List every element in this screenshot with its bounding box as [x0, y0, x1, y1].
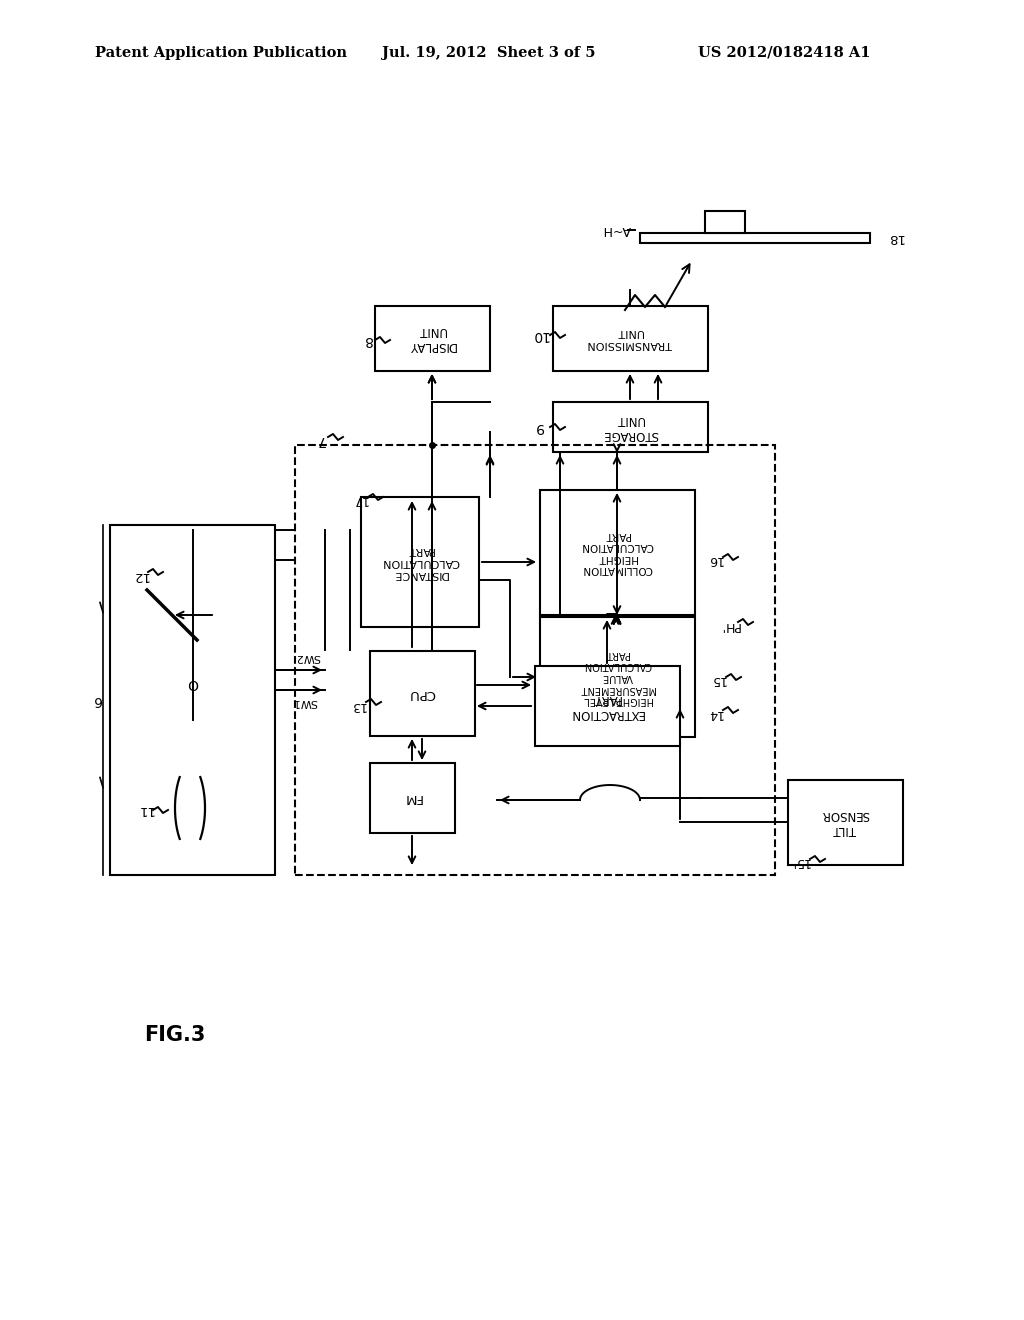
- Text: 16: 16: [708, 553, 723, 566]
- Bar: [540, 490, 694, 615]
- Text: 15: 15: [710, 673, 726, 686]
- Text: 8: 8: [364, 333, 373, 347]
- Bar: [110, 525, 275, 875]
- Text: COLLIMATION
HEIGHT
CALCULATION
PART: COLLIMATION HEIGHT CALCULATION PART: [581, 529, 653, 574]
- Text: 18: 18: [887, 231, 903, 244]
- Bar: [787, 780, 902, 865]
- Bar: [535, 667, 680, 746]
- Text: O: O: [187, 676, 199, 690]
- Text: SW1: SW1: [293, 697, 317, 708]
- Text: 7: 7: [315, 433, 325, 447]
- Text: 12: 12: [131, 569, 148, 582]
- Text: 9: 9: [536, 420, 545, 434]
- Text: A~H: A~H: [603, 223, 631, 236]
- Bar: [370, 763, 455, 833]
- Bar: [295, 445, 775, 875]
- Bar: [540, 616, 694, 737]
- Text: HEIGHT-LEVEL
MEASUREMENT
VALUE
CALCULATION
PART: HEIGHT-LEVEL MEASUREMENT VALUE CALCULATI…: [580, 649, 654, 705]
- Text: 6: 6: [92, 693, 101, 708]
- Bar: [705, 211, 745, 234]
- Text: FIG.3: FIG.3: [144, 1026, 206, 1045]
- Bar: [361, 498, 479, 627]
- Text: DISTANCE
CALCULATION
PART: DISTANCE CALCULATION PART: [381, 545, 459, 578]
- Bar: [375, 305, 489, 371]
- Text: Jul. 19, 2012  Sheet 3 of 5: Jul. 19, 2012 Sheet 3 of 5: [382, 46, 596, 59]
- Bar: [370, 651, 474, 735]
- Text: EXTRACTION
PART: EXTRACTION PART: [569, 692, 644, 719]
- Text: US 2012/0182418 A1: US 2012/0182418 A1: [698, 46, 870, 59]
- Text: 15': 15': [791, 855, 810, 869]
- Text: Patent Application Publication: Patent Application Publication: [95, 46, 347, 59]
- Text: 10: 10: [531, 327, 549, 342]
- Text: 17: 17: [352, 494, 368, 507]
- Text: STORAGE
UNIT: STORAGE UNIT: [602, 413, 657, 441]
- Text: 11: 11: [136, 804, 154, 817]
- Text: TRANSMISSION
UNIT: TRANSMISSION UNIT: [588, 327, 673, 348]
- Text: TILT
SENSOR: TILT SENSOR: [821, 808, 869, 836]
- Text: SW2: SW2: [295, 652, 321, 663]
- Text: PH': PH': [720, 619, 740, 631]
- Text: DISPLAY
UNIT: DISPLAY UNIT: [408, 323, 456, 352]
- Bar: [640, 234, 870, 243]
- Text: CPU: CPU: [409, 686, 435, 700]
- Bar: [553, 305, 708, 371]
- Text: 13: 13: [350, 698, 366, 711]
- Text: 14: 14: [708, 706, 723, 719]
- Text: FM: FM: [402, 792, 422, 804]
- Bar: [553, 403, 708, 451]
